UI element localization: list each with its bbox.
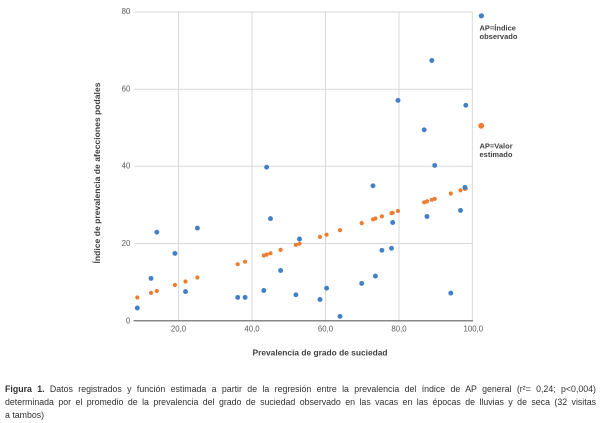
svg-text:60,0: 60,0 (318, 324, 334, 333)
svg-text:20,0: 20,0 (171, 324, 187, 333)
svg-text:20: 20 (122, 239, 131, 248)
svg-text:60: 60 (122, 84, 131, 93)
svg-text:80,0: 80,0 (391, 324, 407, 333)
svg-text:80: 80 (122, 7, 131, 16)
svg-text:100,0: 100,0 (464, 324, 484, 333)
svg-text:40,0: 40,0 (244, 324, 260, 333)
svg-text:AP=Índice: AP=Índice (480, 24, 516, 33)
svg-text:Índice de prevalencia de afecc: Índice de prevalencia de afecciones poda… (92, 82, 102, 263)
svg-text:observado: observado (480, 32, 518, 41)
svg-text:Prevalencia de grado de sucied: Prevalencia de grado de suciedad (253, 347, 388, 357)
svg-text:40: 40 (122, 162, 131, 171)
svg-text:AP=Valor: AP=Valor (480, 141, 513, 150)
svg-text:0: 0 (126, 316, 131, 325)
svg-text:estimado: estimado (480, 150, 513, 159)
